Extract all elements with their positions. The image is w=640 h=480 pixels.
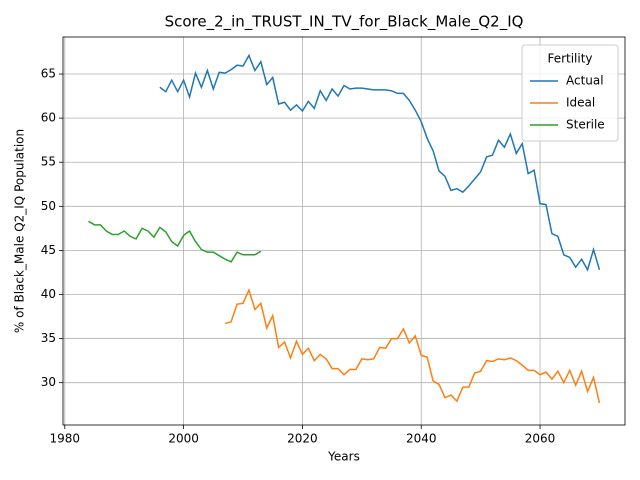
y-tick-label: 55: [41, 155, 56, 169]
legend-label: Ideal: [566, 96, 595, 110]
y-tick-label: 45: [41, 243, 56, 257]
y-tick-label: 30: [41, 375, 56, 389]
y-tick-label: 65: [41, 67, 56, 81]
line: [159, 53, 601, 272]
y-tick-label: 60: [41, 111, 56, 125]
x-tick-label: 2000: [168, 432, 199, 446]
y-tick-label: 35: [41, 331, 56, 345]
x-axis-label: Years: [327, 450, 360, 464]
y-axis-label: % of Black_Male Q2_IQ Population: [13, 129, 27, 333]
legend-label: Actual: [566, 74, 604, 88]
y-tick-label: 40: [41, 287, 56, 301]
x-tick-label: 1980: [50, 432, 81, 446]
x-tick-label: 2020: [287, 432, 318, 446]
y-tick-label: 50: [41, 199, 56, 213]
line: [224, 287, 601, 404]
x-tick-label: 2040: [406, 432, 437, 446]
legend-label: Sterile: [566, 118, 605, 132]
legend-title: Fertility: [547, 52, 592, 66]
x-tick-label: 2060: [525, 432, 556, 446]
axes-frame: [62, 36, 626, 426]
legend-box: [521, 44, 619, 142]
chart-title: Score_2_in_TRUST_IN_TV_for_Black_Male_Q2…: [165, 13, 524, 32]
line: [88, 220, 262, 263]
